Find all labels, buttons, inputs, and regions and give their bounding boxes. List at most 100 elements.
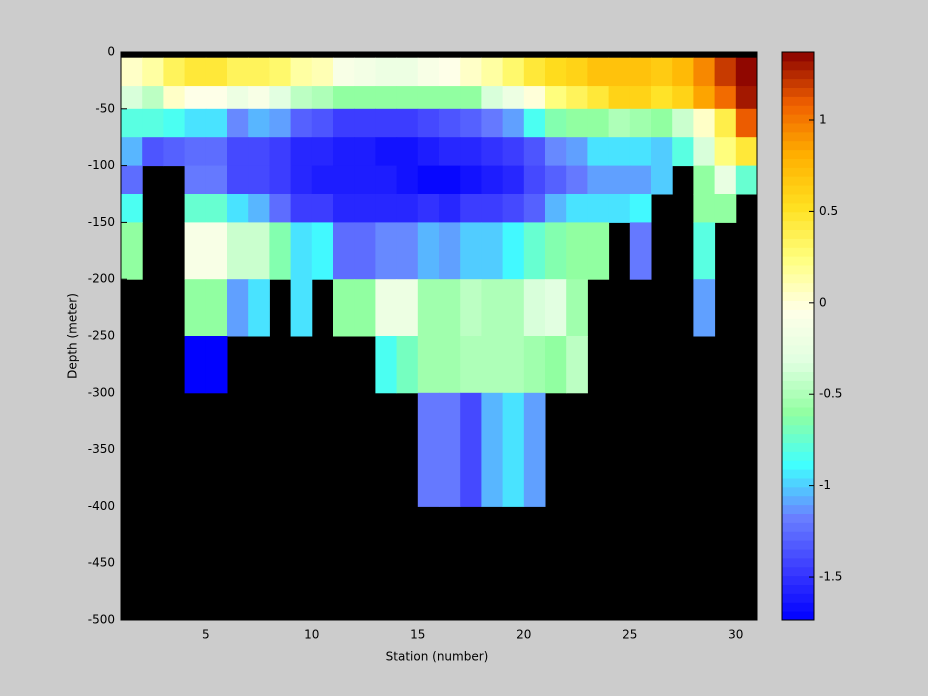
cell [481, 336, 504, 394]
cell [608, 57, 631, 87]
cell [587, 108, 610, 138]
cell [269, 137, 292, 167]
cell [227, 108, 249, 138]
cell [354, 165, 376, 195]
colorbar-segment [782, 486, 814, 497]
colorbar-tick-label: -1.5 [819, 570, 842, 584]
cell [354, 86, 376, 110]
cell [672, 86, 694, 110]
cell [269, 194, 292, 223]
y-tick-label: -250 [88, 329, 115, 343]
colorbar-segment [782, 149, 814, 159]
cell [566, 86, 588, 110]
cell [184, 137, 207, 167]
cell [311, 57, 334, 87]
cell [523, 86, 546, 110]
cell [205, 336, 228, 394]
cell [248, 194, 270, 223]
colorbar-segment [782, 220, 814, 230]
colorbar-segment [782, 87, 814, 97]
colorbar-segment [782, 495, 814, 506]
y-tick-label: -450 [88, 556, 115, 570]
cell [481, 279, 504, 337]
colorbar-segment [782, 158, 814, 168]
cell [227, 165, 249, 195]
cell [269, 222, 292, 280]
cell [460, 279, 482, 337]
colorbar-segment [782, 123, 814, 133]
cell [481, 392, 504, 507]
cell [184, 279, 207, 337]
cell [205, 279, 228, 337]
x-tick-label: 15 [410, 628, 425, 642]
cell [714, 165, 737, 195]
cell [481, 194, 504, 223]
y-tick-label: -300 [88, 385, 115, 399]
colorbar-segment [782, 433, 814, 443]
cell [693, 137, 716, 167]
cell [290, 165, 313, 195]
cell [396, 194, 419, 223]
cell [735, 86, 758, 110]
cell [248, 86, 270, 110]
cell [608, 137, 631, 167]
y-tick-label: -150 [88, 215, 115, 229]
cell [142, 137, 164, 167]
cell [205, 108, 228, 138]
cell [735, 137, 758, 167]
cell [502, 57, 525, 87]
x-tick-label: 10 [304, 628, 319, 642]
cell [672, 57, 694, 87]
cell [439, 108, 461, 138]
cell [396, 108, 419, 138]
cell [290, 86, 313, 110]
cell [502, 137, 525, 167]
colorbar-segment [782, 176, 814, 186]
cell [333, 165, 355, 195]
colorbar-segment [782, 380, 814, 390]
colorbar-segment [782, 442, 814, 452]
cell [545, 194, 567, 223]
cell [333, 137, 355, 167]
cell [545, 222, 567, 280]
cell [227, 57, 249, 87]
colorbar-segment [782, 78, 814, 88]
cell [354, 137, 376, 167]
colorbar-segment [782, 60, 814, 71]
cell [566, 137, 588, 167]
cell [523, 165, 546, 195]
cell [481, 222, 504, 280]
colorbar-segment [782, 504, 814, 514]
y-tick-label: -50 [95, 101, 115, 115]
cell [396, 57, 419, 87]
cell [375, 336, 398, 394]
cell [566, 108, 588, 138]
cell [269, 86, 292, 110]
colorbar-segment [782, 593, 814, 603]
colorbar-segment [782, 105, 814, 115]
colorbar-segment [782, 69, 814, 80]
cell [735, 108, 758, 138]
colorbar-segment [782, 265, 814, 275]
cell [248, 165, 270, 195]
cell [121, 222, 143, 280]
cell [629, 165, 652, 195]
cell [545, 336, 567, 394]
colorbar-segment [782, 522, 814, 532]
cell [714, 108, 737, 138]
cell [396, 165, 419, 195]
cell [184, 194, 207, 223]
cell [417, 57, 440, 87]
cell [481, 165, 504, 195]
colorbar-segment [782, 371, 814, 381]
colorbar-segment [782, 140, 814, 151]
cell [587, 194, 610, 223]
colorbar-segment [782, 353, 814, 364]
colorbar-segment [782, 309, 814, 319]
cell [205, 194, 228, 223]
cell [523, 222, 546, 280]
cell [460, 392, 482, 507]
colorbar-segment [782, 415, 814, 426]
cell [142, 57, 164, 87]
cell [629, 57, 652, 87]
